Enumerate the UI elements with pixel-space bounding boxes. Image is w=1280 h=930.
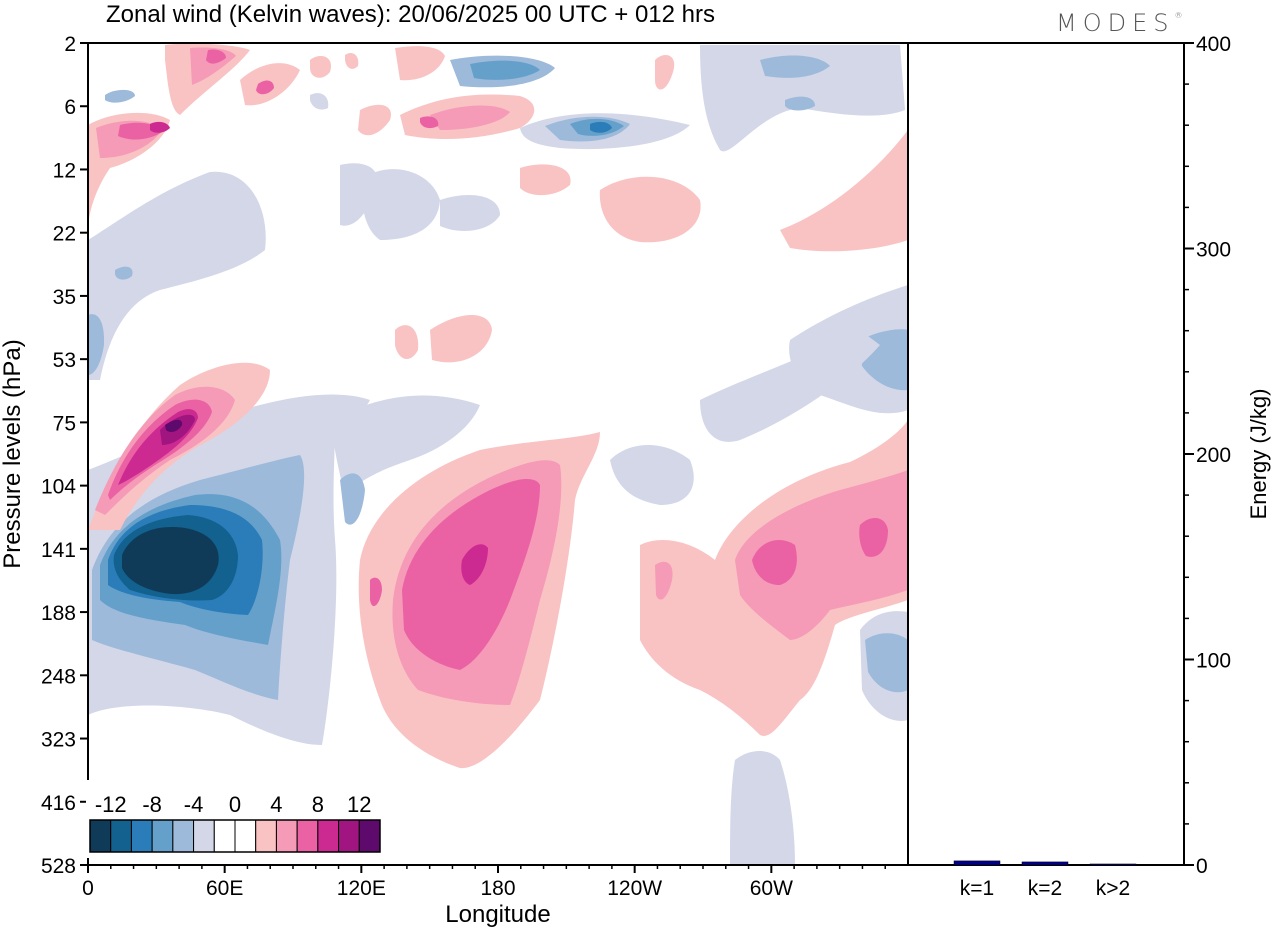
tropopause-patterns [88,362,908,865]
energy-bar [1021,861,1069,866]
energy-tick-label: 300 [1196,239,1231,262]
colorbar-swatch [338,819,360,853]
colorbar-swatch [193,819,215,853]
pressure-tick-label: 141 [41,539,76,562]
energy-tick-label: 400 [1196,33,1231,56]
pressure-tick-label: 22 [53,223,76,246]
pressure-tick-label: 323 [41,729,76,752]
brand-name: MODES [1056,9,1175,37]
pressure-axis: 2 6 12 22 35 53 75 104 141 188 248 323 416 528 [41,33,88,878]
y-axis-label: Pressure levels (hPa) [0,339,26,568]
longitude-tick-label: 60W [750,877,793,900]
colorbar-label: -12 [95,792,127,817]
colorbar-swatch [213,819,236,853]
colorbar-label: 8 [312,792,324,817]
colorbar-swatch [110,819,132,853]
mid-stratosphere-patterns [88,130,908,442]
longitude-tick-label: 120W [607,877,662,900]
colorbar-swatch [89,819,112,853]
pressure-tick-label: 35 [53,286,76,309]
pressure-tick-label: 528 [41,855,76,878]
colorbar-swatch [317,819,340,853]
colorbar-swatch [296,819,319,853]
pressure-tick-label: 12 [53,159,76,182]
colorbar-legend: -12 -8 -4 0 4 8 12 [86,780,384,858]
colorbar-swatch [358,819,381,853]
brand-logo: MODES® [1056,9,1182,37]
energy-category-label: k>2 [1096,877,1130,900]
pressure-tick-label: 75 [53,412,76,435]
energy-tick-label: 0 [1196,855,1208,878]
pressure-tick-label: 6 [64,96,76,119]
longitude-tick-label: 0 [82,877,94,900]
pressure-tick-label: 248 [41,665,76,688]
longitude-tick-label: 120E [337,877,386,900]
brand-mark: ® [1174,11,1183,20]
colorbar-swatch [130,819,153,853]
colorbar-swatch [172,819,195,853]
pressure-tick-label: 104 [41,476,76,499]
colorbar-swatch [275,819,298,853]
colorbar-label: 4 [270,792,282,817]
x-axis-label: Longitude [445,901,550,928]
energy-category-label: k=1 [960,877,994,900]
colorbar-label: 12 [347,792,371,817]
energy-axis: 0 100 200 300 400 [1184,33,1231,878]
colorbar-swatch [234,819,257,853]
energy-tick-label: 100 [1196,650,1231,673]
energy-bar [953,860,1001,866]
colorbar-label: -4 [184,792,204,817]
energy-panel-frame [907,42,1185,866]
colorbar-swatch [151,819,174,853]
stratosphere-patterns [88,43,905,225]
wind-contour-field [88,43,908,865]
pressure-tick-label: 416 [41,792,76,815]
colorbar-label: 0 [229,792,241,817]
pressure-tick-label: 188 [41,602,76,625]
longitude-tick-label: 180 [480,877,515,900]
colorbar-frame [89,819,381,853]
longitude-tick-label: 60E [206,877,243,900]
colorbar-swatch [255,819,277,853]
colorbar-label: -8 [142,792,162,817]
chart-title: Zonal wind (Kelvin waves): 20/06/2025 00… [106,1,715,28]
energy-bar [1089,863,1137,866]
pressure-tick-label: 53 [53,349,76,372]
longitude-axis: 0 60E 120E 180 120W 60W [82,865,886,900]
energy-axis-label: Energy (J/kg) [1246,389,1271,520]
energy-tick-label: 200 [1196,444,1231,467]
pressure-tick-label: 2 [64,33,76,56]
energy-bars: k=1 k=2 k>2 [953,860,1137,900]
energy-category-label: k=2 [1028,877,1062,900]
